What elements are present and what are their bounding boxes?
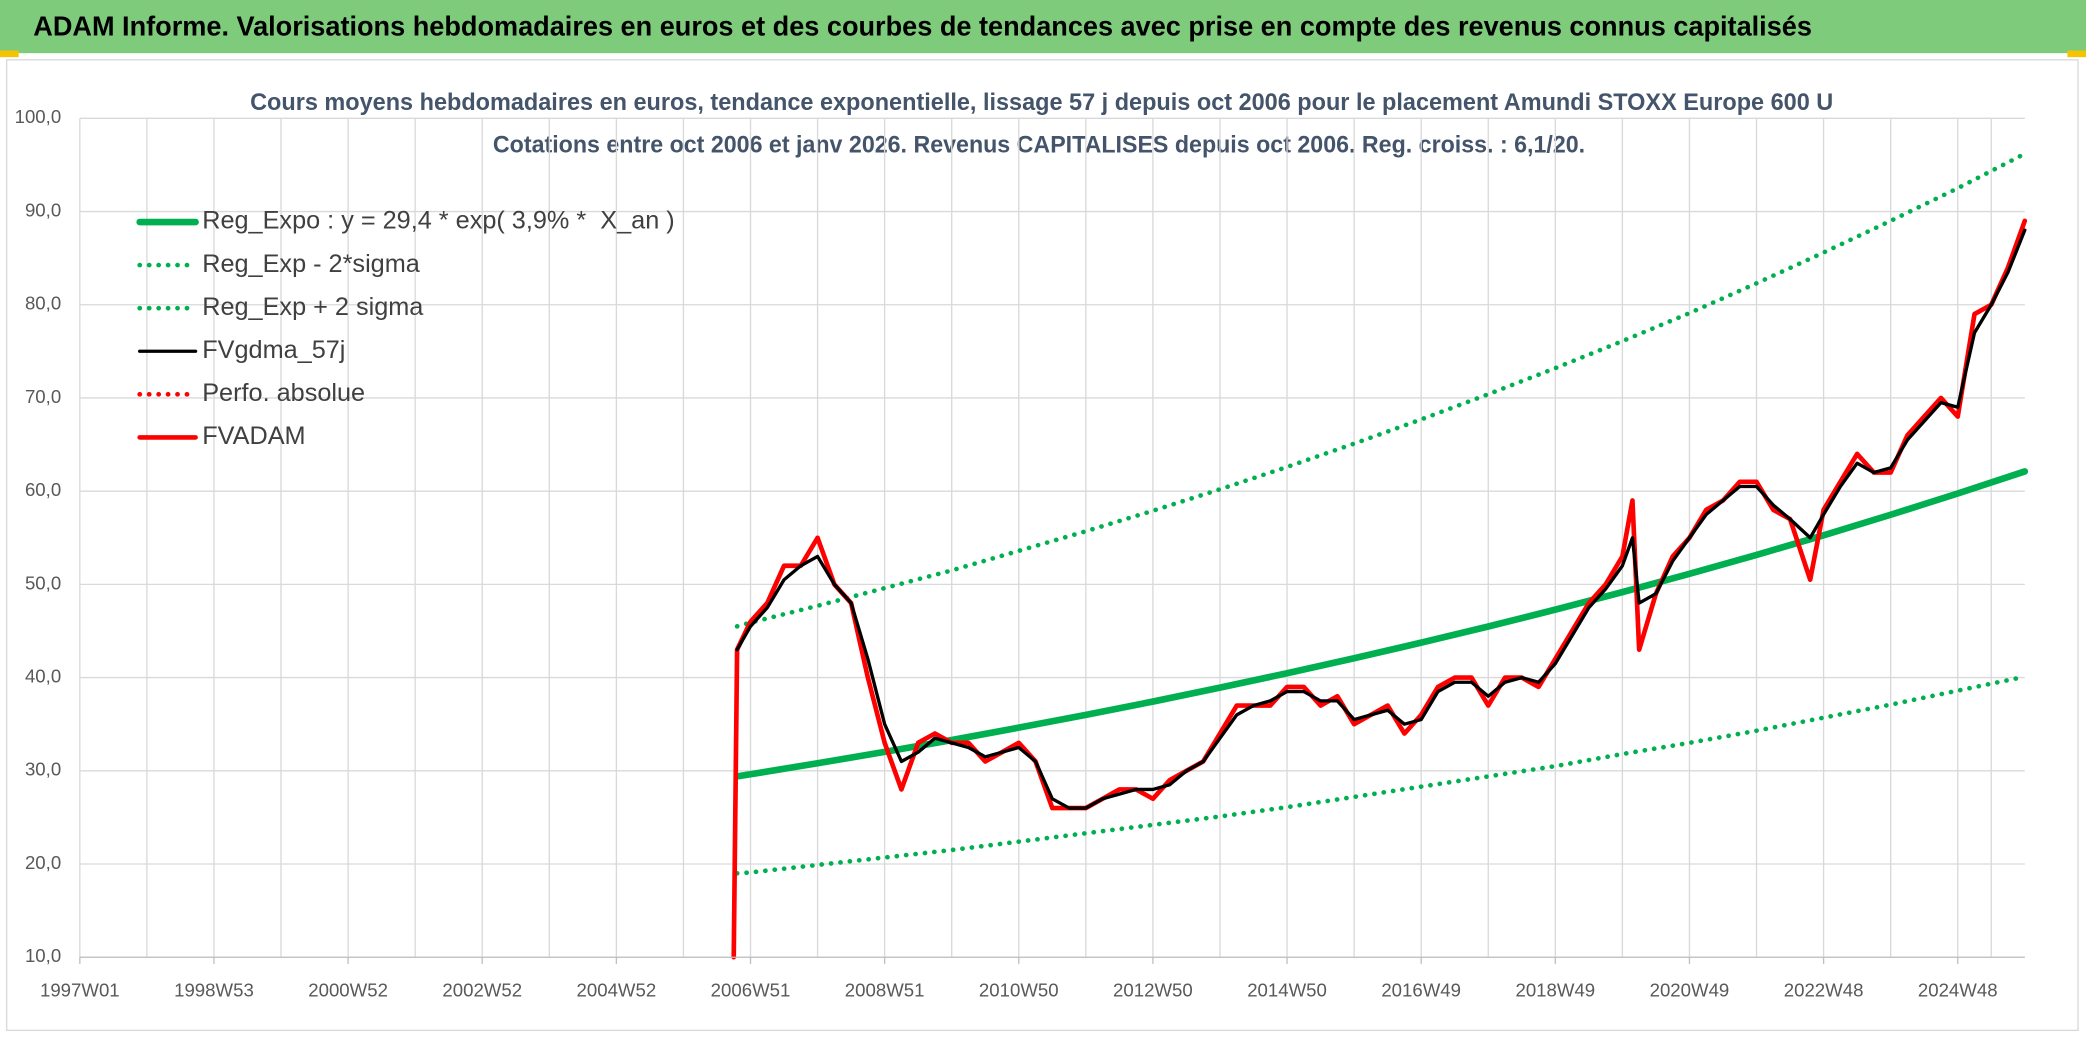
x-tick-label: 1997W01 (40, 980, 120, 1001)
chart-subtitle: Cotations entre oct 2006 et janv 2026. R… (493, 132, 1585, 159)
x-tick-label: 2008W51 (845, 980, 925, 1001)
legend-label: Reg_Exp + 2 sigma (202, 293, 424, 321)
plot (731, 151, 2029, 960)
x-tick-label: 2018W49 (1515, 980, 1595, 1001)
y-tick-label: 90,0 (25, 199, 61, 220)
x-tick-label: 2002W52 (442, 980, 522, 1001)
x-tick-label: 2024W48 (1918, 980, 1998, 1001)
series-line (731, 218, 2028, 960)
series-line (734, 674, 2028, 876)
x-tick-label: 2016W49 (1381, 980, 1461, 1001)
series-line (734, 151, 2028, 629)
chart-title: Cours moyens hebdomadaires en euros, ten… (250, 89, 1833, 116)
legend-label: Reg_Expo : y = 29,4 * exp( 3,9% * X_an ) (202, 207, 674, 235)
corner-mark (2067, 50, 2086, 58)
page-title: ADAM Informe. Valorisations hebdomadaire… (33, 10, 1812, 41)
x-tick-label: 2014W50 (1247, 980, 1327, 1001)
legend: Reg_Expo : y = 29,4 * exp( 3,9% * X_an )… (136, 207, 675, 450)
series-line (733, 468, 2029, 780)
chart-frame (5, 59, 2079, 1032)
y-tick-label: 70,0 (25, 386, 61, 407)
x-tick-label: 2010W50 (979, 980, 1059, 1001)
x-tick-label: 2006W51 (711, 980, 791, 1001)
legend-label: Perfo. absolue (202, 379, 365, 407)
axes: 10,0 20,0 30,0 40,0 50,0 60,0 70,0 80,0 90,0 100,… (15, 106, 2025, 1001)
x-tick-label: 2000W52 (308, 980, 388, 1001)
x-tick-label: 2004W52 (577, 980, 657, 1001)
legend-label: FVgdma_57j (202, 336, 345, 364)
y-tick-label: 40,0 (25, 666, 61, 687)
y-tick-label: 20,0 (25, 852, 61, 873)
y-tick-label: 50,0 (25, 572, 61, 593)
series-line (735, 228, 2027, 810)
y-tick-label: 80,0 (25, 293, 61, 314)
x-tick-label: 2020W49 (1650, 980, 1730, 1001)
legend-label: Reg_Exp - 2*sigma (202, 250, 421, 278)
x-tick-label: 2012W50 (1113, 980, 1193, 1001)
corner-mark (0, 50, 19, 58)
y-tick-label: 60,0 (25, 479, 61, 500)
x-tick-label: 2022W48 (1784, 980, 1864, 1001)
y-tick-label: 10,0 (25, 945, 61, 966)
legend-label: FVADAM (202, 422, 305, 450)
title-bar (0, 0, 2086, 54)
y-tick-label: 100,0 (15, 106, 62, 127)
y-tick-label: 30,0 (25, 759, 61, 780)
x-tick-label: 1998W53 (174, 980, 254, 1001)
